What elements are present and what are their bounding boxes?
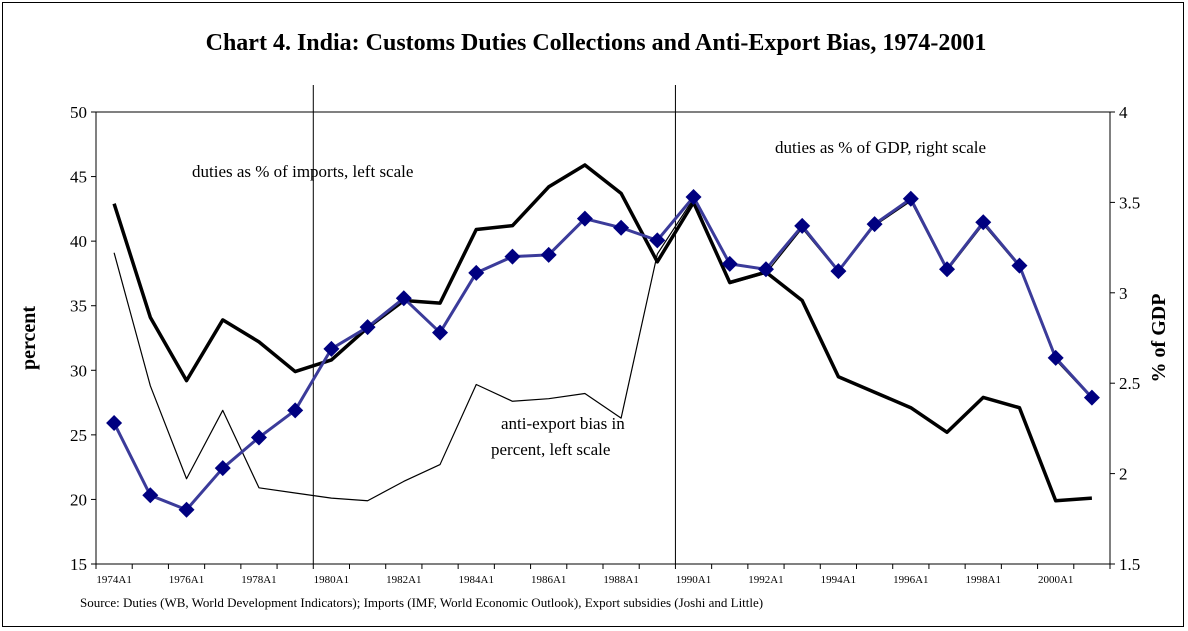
- annotation-gdp: duties as % of GDP, right scale: [775, 138, 986, 157]
- x-tick-label: 1974A1: [96, 574, 131, 586]
- left-y-tick-label: 20: [70, 490, 87, 509]
- series-2-marker: [142, 487, 159, 504]
- x-tick-label: 1984A1: [459, 574, 494, 586]
- series-2-marker: [359, 319, 376, 336]
- series-2-marker: [395, 290, 412, 307]
- series-2-marker: [757, 261, 774, 278]
- source-note: Source: Duties (WB, World Development In…: [80, 595, 763, 610]
- series-2-marker: [794, 217, 811, 234]
- series-2-marker: [866, 216, 883, 233]
- series-2-marker: [432, 324, 449, 341]
- right-y-tick-label: 2: [1119, 465, 1128, 484]
- right-y-tick-label: 3.5: [1119, 193, 1140, 212]
- left-y-axis-label: percent: [18, 306, 40, 370]
- x-tick-label: 1998A1: [966, 574, 1001, 586]
- series-2-marker: [613, 219, 630, 236]
- series-0-line: [112, 163, 1093, 503]
- x-tick-label: 1976A1: [169, 574, 204, 586]
- series-2-marker: [250, 429, 267, 446]
- series-2-marker: [323, 340, 340, 357]
- right-y-tick-label: 1.5: [1119, 555, 1140, 574]
- series-2-marker: [576, 210, 593, 227]
- right-y-axis-ticks: 1.5 2 2.5 3 3.5 4: [1110, 103, 1140, 574]
- right-y-axis-label: % of GDP: [1148, 294, 1170, 383]
- x-tick-label: 1986A1: [531, 574, 566, 586]
- series-2-line: [112, 195, 1094, 512]
- left-y-axis-ticks: 15 20 25 30 35 40 45 50: [70, 103, 96, 574]
- annotation-imports: duties as % of imports, left scale: [192, 162, 413, 181]
- series-2-marker: [214, 460, 231, 477]
- left-y-tick-label: 40: [70, 232, 87, 251]
- series-2-marker: [106, 414, 123, 431]
- x-tick-label: 1992A1: [748, 574, 783, 586]
- series-2-marker: [975, 214, 992, 231]
- left-y-tick-label: 25: [70, 426, 87, 445]
- series-2-marker: [287, 402, 304, 419]
- series-2-marker: [504, 248, 521, 265]
- series-2-marker: [649, 232, 666, 249]
- x-tick-label: 1990A1: [676, 574, 711, 586]
- x-tick-label: 1982A1: [386, 574, 421, 586]
- chart-title: Chart 4. India: Customs Duties Collectio…: [206, 30, 987, 56]
- series-2-marker: [721, 255, 738, 272]
- annotation-bias-line2: percent, left scale: [491, 440, 610, 459]
- x-tick-label: 1996A1: [893, 574, 928, 586]
- divider-lines: [312, 85, 676, 564]
- series-2-marker: [540, 246, 557, 263]
- series-2-marker: [902, 190, 919, 207]
- right-y-tick-label: 4: [1119, 103, 1128, 122]
- x-tick-label: 1994A1: [821, 574, 856, 586]
- series-2-marker: [178, 501, 195, 518]
- right-y-tick-label: 3: [1119, 284, 1128, 303]
- left-y-tick-label: 45: [70, 168, 87, 187]
- x-tick-label: 1978A1: [241, 574, 276, 586]
- x-tick-label: 2000A1: [1038, 574, 1073, 586]
- series-2-marker: [1011, 257, 1028, 274]
- series-2-marker: [1083, 389, 1100, 406]
- left-y-tick-label: 35: [70, 297, 87, 316]
- annotation-bias-line1: anti-export bias in: [501, 414, 625, 433]
- series-2-marker: [685, 188, 702, 205]
- series-layer: [106, 163, 1100, 518]
- left-y-tick-label: 50: [70, 103, 87, 122]
- x-tick-label: 1988A1: [603, 574, 638, 586]
- series-2-marker: [468, 264, 485, 281]
- chart-svg: Chart 4. India: Customs Duties Collectio…: [18, 30, 1170, 610]
- x-axis-ticks: 1974A1 1976A1 1978A1 1980A1 1982A1 1984A1 1986…: [95, 564, 1111, 586]
- series-2-marker: [1047, 349, 1064, 366]
- series-2-marker: [830, 263, 847, 280]
- right-y-tick-label: 2.5: [1119, 374, 1140, 393]
- series-2-marker: [939, 261, 956, 278]
- x-tick-label: 1980A1: [314, 574, 349, 586]
- left-y-tick-label: 15: [70, 555, 87, 574]
- left-y-tick-label: 30: [70, 361, 87, 380]
